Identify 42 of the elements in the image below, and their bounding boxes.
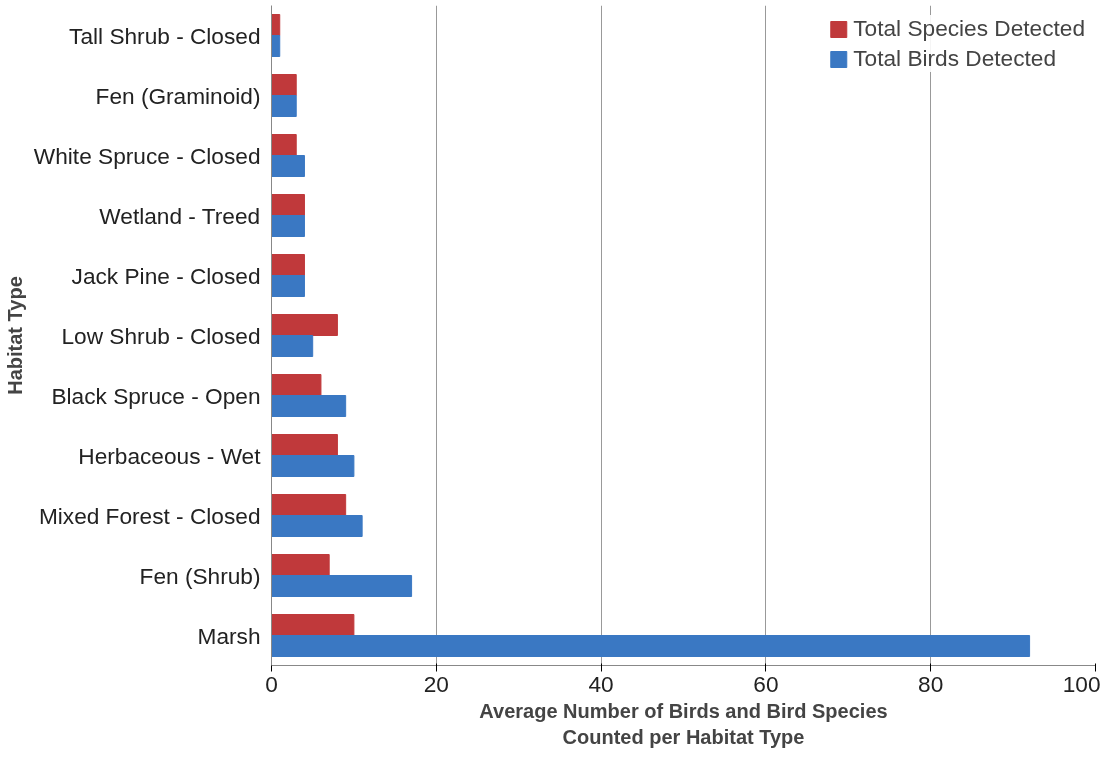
legend-label: Total Birds Detected xyxy=(853,45,1057,72)
y-tick-label: Fen (Shrub) xyxy=(139,562,261,589)
bar xyxy=(271,155,305,177)
bar xyxy=(271,35,281,57)
bar xyxy=(271,314,338,336)
x-tick-label: 60 xyxy=(753,670,779,697)
x-tick-label: 40 xyxy=(588,670,614,697)
y-tick-label: Mixed Forest - Closed xyxy=(38,502,261,529)
bar xyxy=(271,215,305,237)
bar xyxy=(271,515,363,537)
bar xyxy=(271,554,330,576)
legend-label: Total Species Detected xyxy=(853,15,1085,42)
bar xyxy=(271,275,305,297)
bar xyxy=(271,254,305,276)
bar xyxy=(271,74,297,96)
y-tick-label: Tall Shrub - Closed xyxy=(69,22,261,49)
y-tick-label: Marsh xyxy=(197,622,261,649)
y-tick-label: Low Shrub - Closed xyxy=(61,322,261,349)
bar xyxy=(271,95,297,117)
bar xyxy=(271,635,1031,657)
bar xyxy=(271,494,347,516)
bar xyxy=(271,374,322,396)
x-axis-title: Average Number of Birds and Bird Species Counted per Habitat Type xyxy=(479,699,888,748)
y-tick-label: Black Spruce - Open xyxy=(51,382,261,409)
x-tick-label: 0 xyxy=(265,670,278,697)
bar xyxy=(271,434,338,456)
x-tick-label: 80 xyxy=(918,670,944,697)
y-axis-title: Habitat Type xyxy=(3,276,26,395)
y-tick-label: White Spruce - Closed xyxy=(33,142,261,169)
bar xyxy=(271,194,305,216)
y-tick-label: Herbaceous - Wet xyxy=(78,442,262,469)
x-tick-label: 20 xyxy=(423,670,449,697)
bar xyxy=(271,134,297,156)
bar xyxy=(271,395,347,417)
x-tick-label: 100 xyxy=(1062,670,1101,697)
bar xyxy=(271,575,413,597)
bar xyxy=(271,455,355,477)
y-tick-label: Jack Pine - Closed xyxy=(71,262,261,289)
y-tick-label: Fen (Graminoid) xyxy=(95,82,261,109)
bar xyxy=(271,614,355,636)
y-tick-label: Wetland - Treed xyxy=(99,202,261,229)
bar xyxy=(271,335,314,357)
